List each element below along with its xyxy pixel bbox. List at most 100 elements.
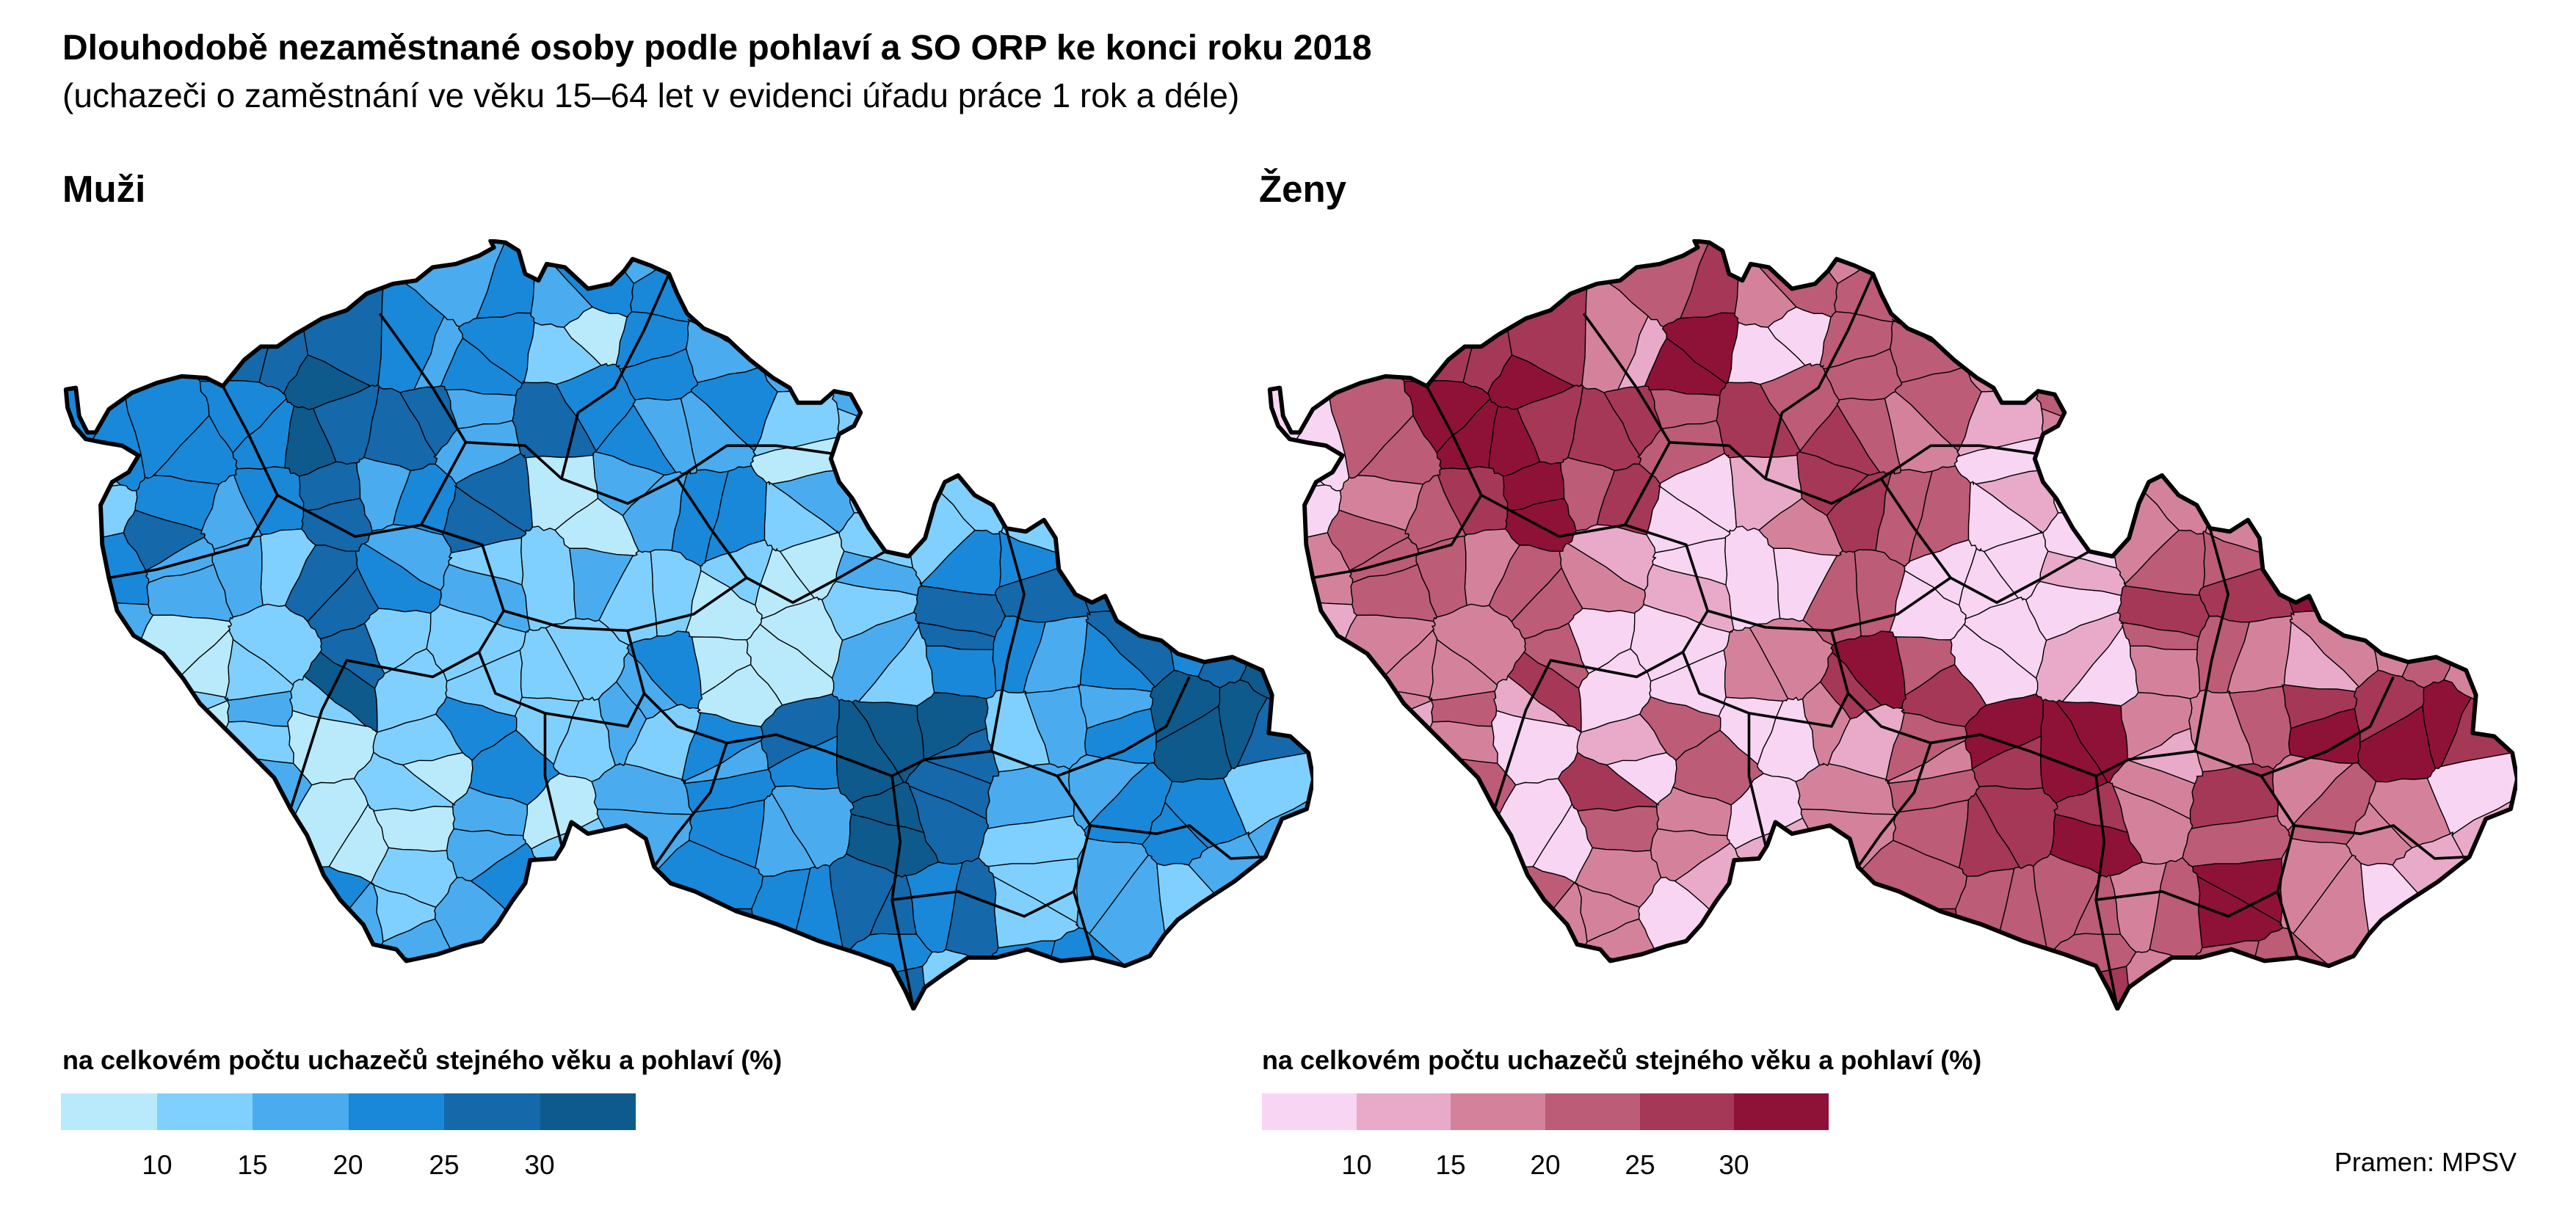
legend-swatch: [1451, 1093, 1546, 1130]
legend-tick: 15: [237, 1150, 268, 1180]
country-outline: [63, 239, 1313, 1010]
region: [780, 241, 1085, 367]
region: [1895, 366, 1982, 452]
panel-title-men: Muži: [62, 168, 146, 210]
region-boundary: [2260, 775, 2470, 860]
region: [1503, 952, 1652, 1009]
region-boundary: [1747, 713, 1767, 846]
region-boundary: [1056, 775, 1266, 860]
region: [1077, 684, 1154, 729]
region-boundary: [543, 713, 563, 846]
region: [2279, 838, 2353, 935]
region: [925, 645, 997, 699]
region: [2129, 645, 2201, 699]
region: [2450, 347, 2517, 660]
region: [2401, 555, 2457, 688]
region: [644, 905, 772, 1009]
region: [1834, 241, 1909, 323]
region: [2120, 622, 2200, 650]
legend-tick: 25: [429, 1150, 460, 1180]
region-boundary: [378, 313, 467, 443]
region: [1269, 775, 1493, 1009]
legend-tick: 30: [1719, 1150, 1749, 1180]
legend-tick: 25: [1625, 1150, 1655, 1180]
region: [1269, 661, 1350, 897]
region: [200, 379, 287, 453]
region: [1075, 838, 1149, 935]
region: [1675, 945, 1830, 1009]
region: [1282, 241, 1499, 383]
legend-color-scale-men: [61, 1093, 636, 1130]
region-boundary: [890, 776, 915, 1009]
region: [471, 945, 626, 1009]
region-boundary: [2194, 528, 2229, 751]
region: [65, 661, 146, 897]
region-boundary: [560, 273, 670, 479]
region: [1735, 873, 1857, 1009]
region: [1903, 249, 1964, 314]
legend-tick: 10: [142, 1150, 173, 1180]
legend-swatch: [1545, 1093, 1640, 1130]
region: [514, 696, 580, 765]
region: [701, 241, 832, 320]
region: [524, 866, 628, 950]
region: [837, 408, 941, 464]
region-boundary: [2094, 776, 2119, 1009]
legend-title-men: na celkovém počtu uchazečů stejného věku…: [62, 1045, 783, 1075]
legend-tick: 20: [333, 1150, 363, 1180]
legend-swatch: [253, 1093, 349, 1130]
region-boundary: [1764, 273, 1874, 479]
legend-swatch: [1734, 1093, 1829, 1130]
region: [429, 947, 529, 1009]
legend-tick: 15: [1435, 1150, 1466, 1180]
region: [1346, 863, 1575, 1009]
region: [1728, 866, 1832, 950]
source-note: Pramen: MPSV: [2334, 1147, 2517, 1177]
country-outline: [1267, 239, 2517, 1010]
region-boundary: [891, 890, 1075, 918]
chart-title: Dlouhodobě nezaměstnané osoby podle pohl…: [62, 29, 1372, 68]
region: [65, 775, 289, 1009]
region: [699, 249, 760, 314]
region: [2041, 408, 2145, 464]
legend-tick: 30: [524, 1150, 555, 1180]
legend-swatch: [61, 1093, 157, 1130]
region-boundary: [2095, 890, 2279, 918]
region: [2281, 684, 2358, 729]
region: [2282, 547, 2420, 613]
region: [980, 241, 1313, 505]
region-boundary: [1582, 313, 1671, 443]
region-boundary: [420, 441, 835, 526]
legend-tick: 10: [1341, 1150, 1372, 1180]
region: [79, 241, 295, 383]
region-boundary: [1624, 441, 2039, 526]
legend-swatch: [540, 1093, 636, 1130]
legend-swatch: [156, 1093, 253, 1130]
map-men: [63, 239, 1313, 1010]
region: [1493, 675, 1571, 727]
region: [1984, 241, 2289, 367]
region-boundary: [675, 478, 886, 604]
region: [1349, 536, 1420, 583]
region: [1955, 868, 2015, 1009]
region: [691, 366, 778, 452]
legend-swatch: [1639, 1093, 1735, 1130]
region-boundary: [990, 528, 1026, 751]
legend-swatch: [444, 1093, 540, 1130]
region: [300, 952, 449, 1009]
legend-tick: 20: [1530, 1150, 1561, 1180]
region-boundary: [653, 742, 728, 868]
region: [1445, 881, 1588, 1009]
region: [289, 675, 367, 727]
region: [1633, 947, 1733, 1009]
legend-swatch: [1262, 1093, 1357, 1130]
region: [1197, 555, 1253, 688]
region: [751, 868, 811, 1009]
panel-title-women: Ženy: [1259, 168, 1347, 210]
region: [984, 689, 1051, 773]
region: [142, 863, 371, 1009]
region: [1905, 241, 2036, 320]
region: [145, 536, 216, 583]
legend-swatch: [348, 1093, 444, 1130]
region: [1078, 547, 1216, 613]
